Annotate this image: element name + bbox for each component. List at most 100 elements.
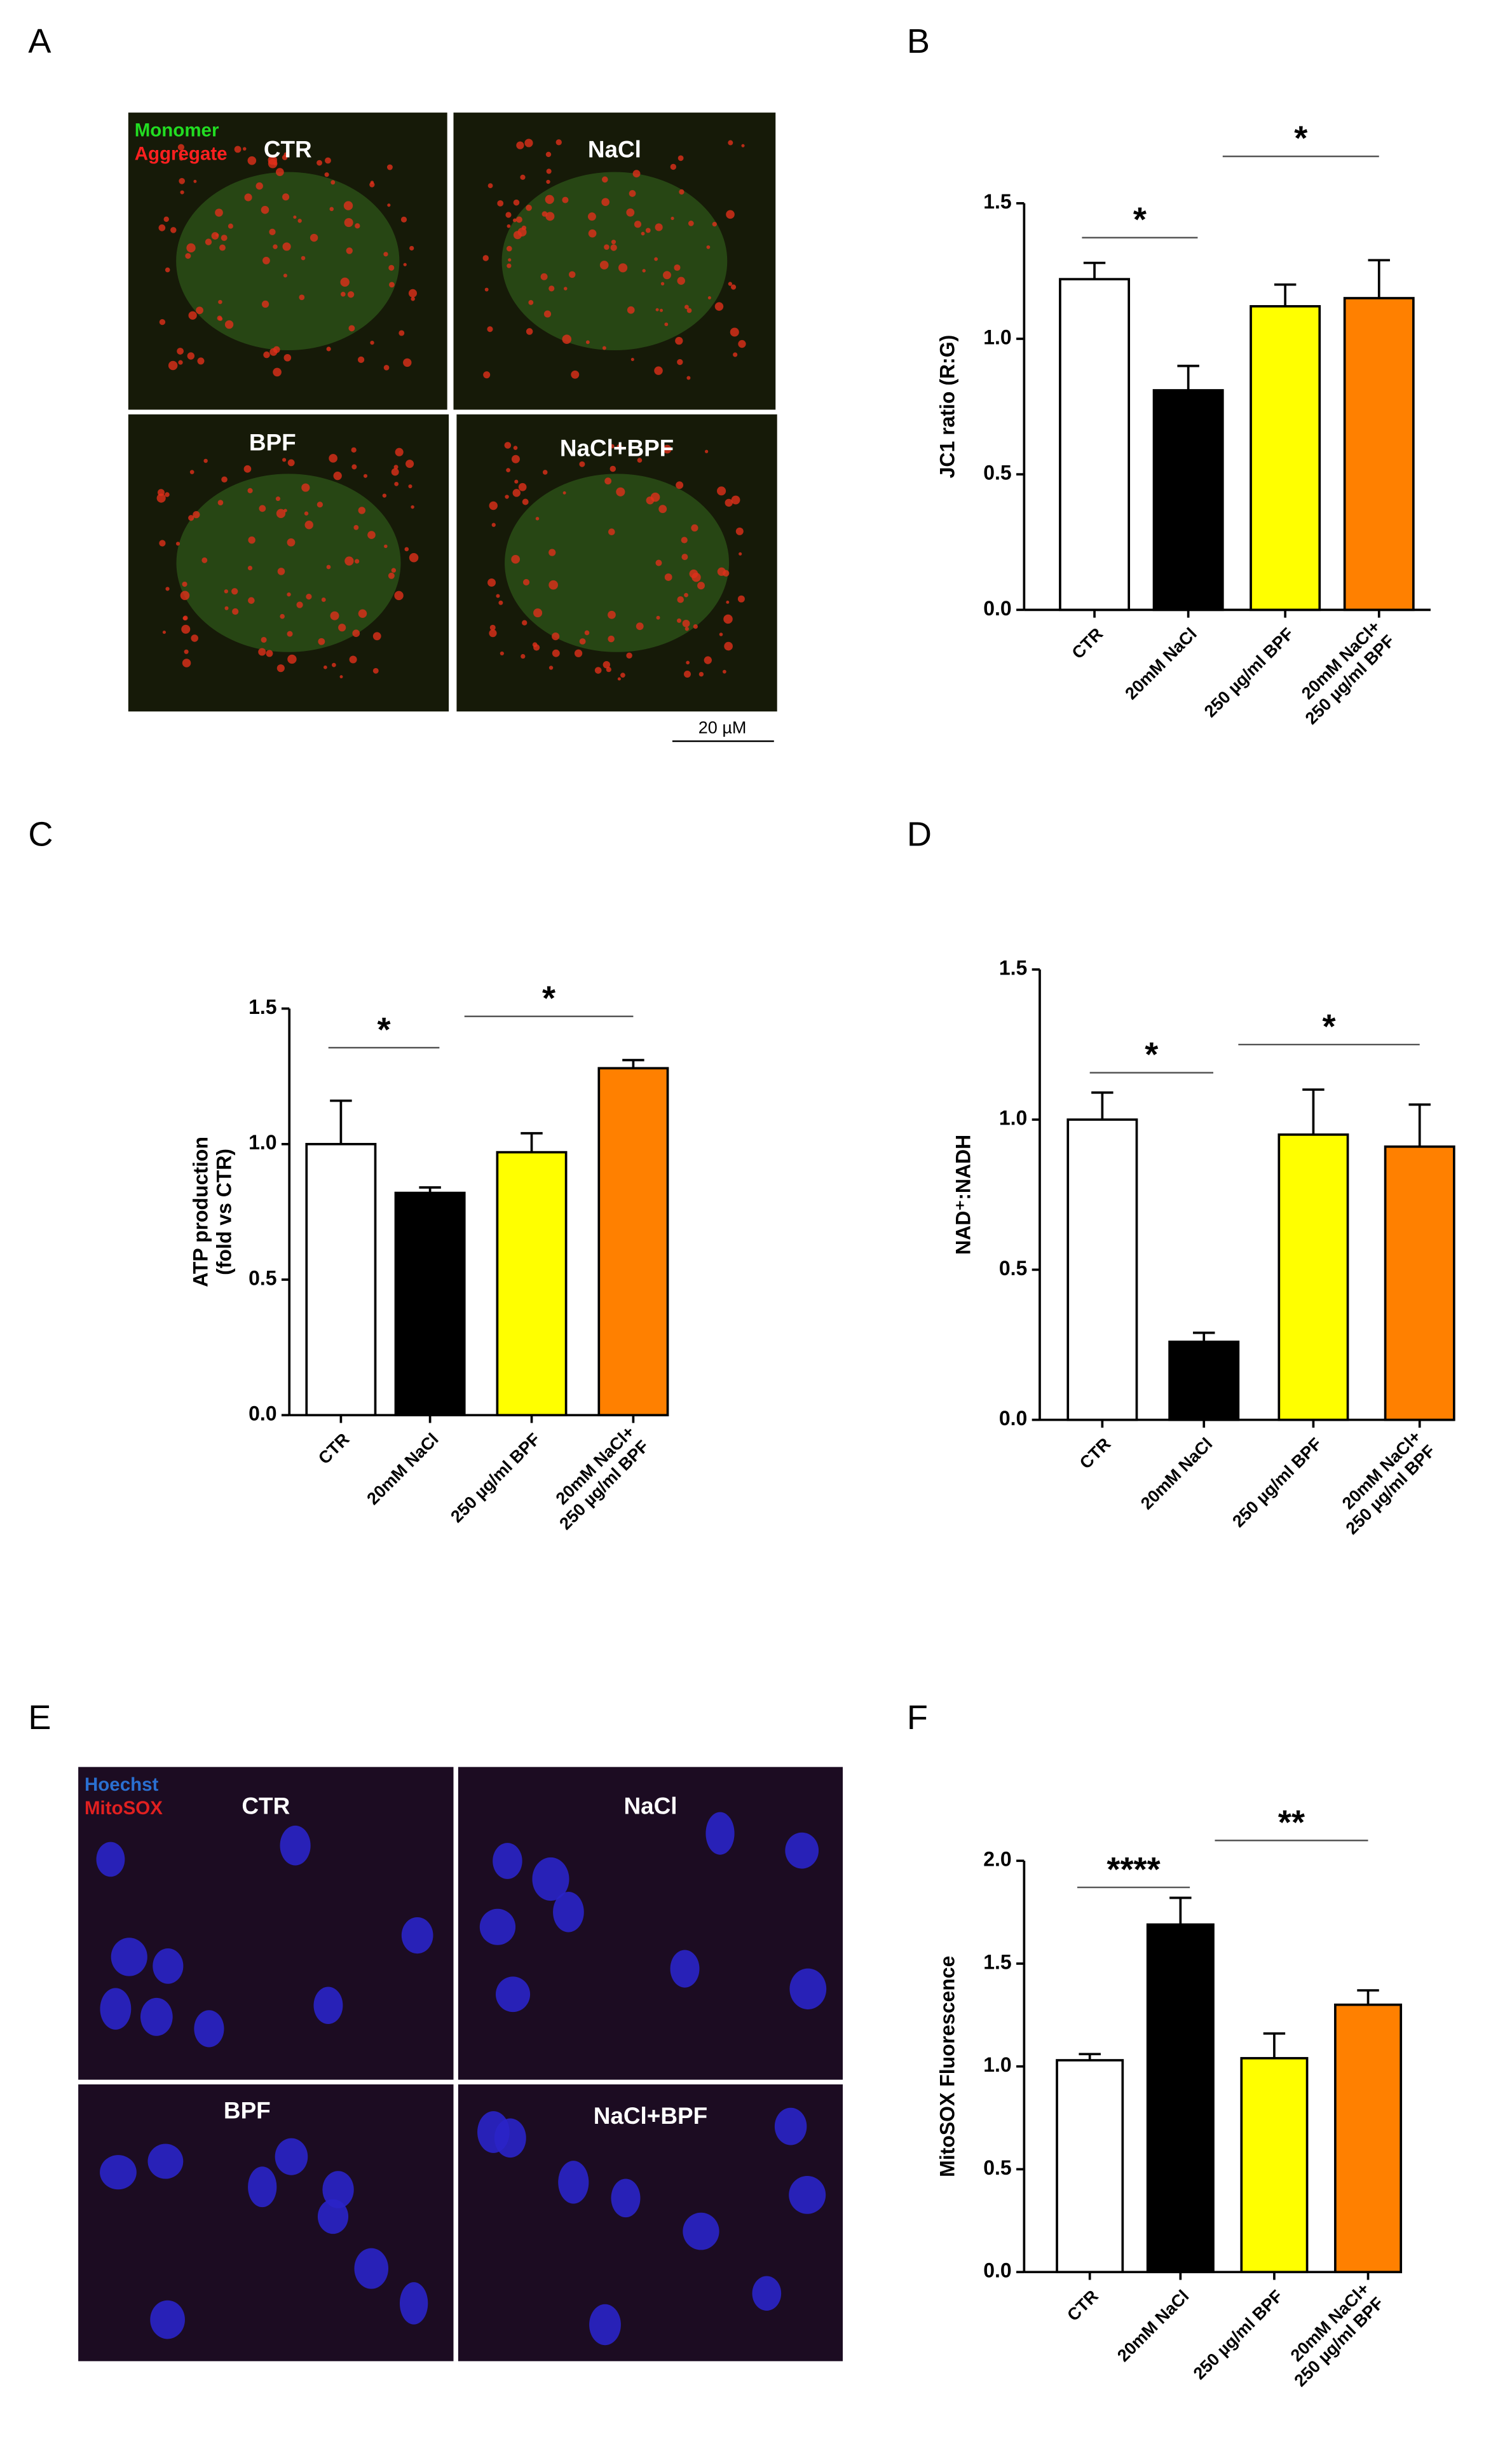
significance-label: * xyxy=(378,1011,391,1049)
mito xyxy=(735,527,744,535)
mito xyxy=(682,619,690,627)
mito xyxy=(177,144,184,151)
mito xyxy=(601,176,608,183)
mito xyxy=(487,183,493,189)
nucleus xyxy=(496,1976,531,2013)
mito xyxy=(282,154,288,161)
mito xyxy=(506,245,512,252)
condition-label: BPF xyxy=(224,2097,271,2123)
mito xyxy=(610,465,616,472)
mito xyxy=(165,267,170,273)
mito xyxy=(664,322,669,327)
nucleus xyxy=(670,1950,700,1988)
mito xyxy=(243,147,247,151)
cell-body xyxy=(176,172,400,351)
bar xyxy=(1277,1133,1349,1421)
micrograph xyxy=(458,1767,843,2080)
mito xyxy=(409,245,414,251)
mito xyxy=(484,287,489,292)
nucleus xyxy=(322,2171,354,2208)
x-tick-label: 20mM NaCl+250 µg/ml BPF xyxy=(1276,2279,1387,2390)
mito xyxy=(681,554,688,561)
mito xyxy=(714,302,724,311)
y-tick-label: 0.5 xyxy=(999,1257,1027,1280)
mito xyxy=(258,648,266,656)
mito xyxy=(400,216,407,222)
mito xyxy=(504,442,512,449)
mito xyxy=(608,528,615,536)
mito xyxy=(733,352,738,357)
mito xyxy=(282,242,291,251)
x-tick-label: 20mM NaCl xyxy=(1137,1434,1216,1513)
mito xyxy=(608,610,616,619)
mito xyxy=(196,306,203,315)
mito xyxy=(670,163,677,170)
x-tick-label: 20mM NaCl xyxy=(1121,624,1200,703)
mito xyxy=(594,667,602,674)
mito xyxy=(159,540,166,547)
mito xyxy=(659,308,664,312)
bar xyxy=(1334,2003,1403,2274)
mito xyxy=(626,652,632,659)
mito xyxy=(731,495,740,505)
channel-label: Monomer xyxy=(135,120,219,140)
mito xyxy=(655,559,662,566)
mito xyxy=(610,444,615,449)
mito xyxy=(691,524,698,532)
micrograph xyxy=(453,113,776,410)
nucleus xyxy=(479,1908,516,1945)
nucleus xyxy=(147,2144,184,2179)
mito xyxy=(341,292,346,297)
significance-label: * xyxy=(1323,1008,1336,1046)
mito xyxy=(489,629,497,638)
micrograph-bg xyxy=(78,1767,454,2080)
y-axis-label: NAD⁺:NADH xyxy=(951,1135,974,1255)
mito xyxy=(165,492,170,497)
mito xyxy=(156,493,166,503)
mito xyxy=(261,300,269,308)
mito xyxy=(686,308,692,313)
mito xyxy=(357,356,365,364)
nucleus xyxy=(248,2166,277,2208)
mito xyxy=(707,296,711,300)
mito xyxy=(273,367,282,377)
bar xyxy=(305,1142,377,1417)
mito xyxy=(354,559,360,564)
mito xyxy=(321,598,326,602)
mito xyxy=(276,509,286,518)
mito xyxy=(405,460,414,468)
mito xyxy=(411,505,414,509)
nucleus xyxy=(194,2010,224,2048)
bar xyxy=(1152,389,1224,612)
mito xyxy=(608,635,615,643)
mito xyxy=(511,554,521,564)
mito xyxy=(188,311,197,320)
mito xyxy=(511,455,520,463)
cell-body xyxy=(176,474,401,652)
x-tick-label: CTR xyxy=(1063,2287,1102,2325)
mito xyxy=(187,352,195,360)
mito xyxy=(738,339,746,348)
mito xyxy=(548,666,554,670)
mito xyxy=(684,627,689,631)
mito xyxy=(248,597,255,604)
mito xyxy=(259,505,266,512)
mito xyxy=(329,454,337,463)
y-tick-label: 1.5 xyxy=(999,957,1027,980)
mito xyxy=(496,594,500,598)
mito xyxy=(277,568,285,575)
nucleus xyxy=(313,1987,343,2025)
mito xyxy=(201,557,208,563)
bar xyxy=(1250,304,1321,612)
mito xyxy=(370,340,374,345)
mito xyxy=(717,486,726,496)
mito xyxy=(617,677,621,681)
mito xyxy=(224,589,229,594)
mito xyxy=(630,357,634,362)
mito xyxy=(712,221,717,227)
mito xyxy=(636,622,644,631)
mito xyxy=(599,261,609,270)
bar xyxy=(1168,1340,1240,1421)
mito xyxy=(343,201,353,210)
mito xyxy=(182,659,191,667)
